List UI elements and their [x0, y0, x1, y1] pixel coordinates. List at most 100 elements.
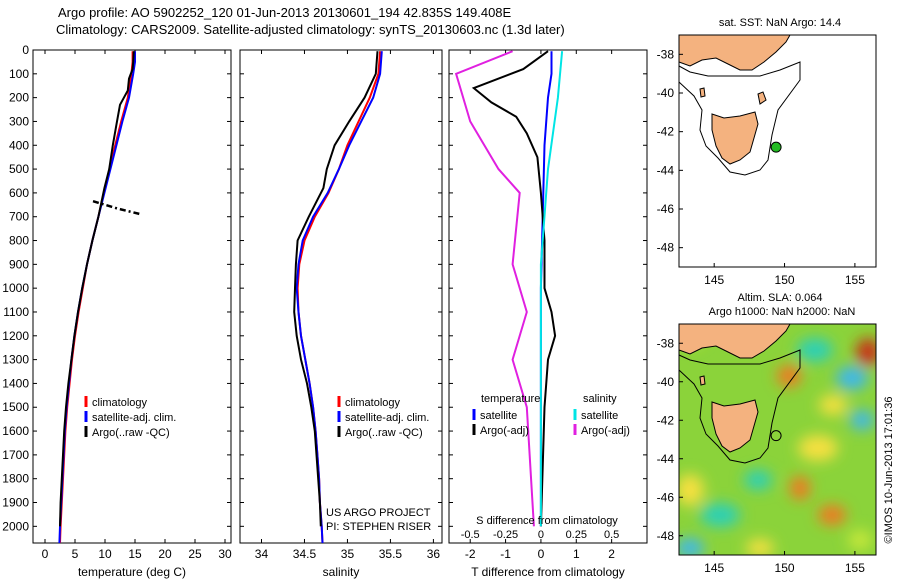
- sst-map-mainland: [678, 34, 791, 71]
- y-tick-label: 500: [9, 162, 29, 176]
- sst-map-depth-contour: [678, 61, 801, 176]
- sla-map-subtitle: Argo h1000: NaN h2000: NaN: [709, 306, 856, 318]
- y-tick-label: 900: [9, 257, 29, 271]
- y-tick-label: 1400: [2, 376, 29, 390]
- x-tick-label: 0: [42, 547, 49, 561]
- map-y-tick-label: -48: [657, 529, 675, 543]
- series-line-argo: [293, 51, 379, 527]
- y-tick-label: 1900: [2, 496, 29, 510]
- y-tick-label: 400: [9, 138, 29, 152]
- legend-label: Argo(-adj): [480, 425, 529, 437]
- s-diff-tick-label: 0.25: [566, 529, 587, 541]
- sst-map-king-island: [699, 87, 706, 98]
- x-tick-label: 34.5: [293, 547, 317, 561]
- x-tick-label: 10: [98, 547, 112, 561]
- sst-map-panel: 145 150 155 -38 -40 -42 -44 -46 -48: [657, 34, 877, 287]
- sst-map-title: sat. SST: NaN Argo: 14.4: [719, 17, 841, 29]
- s-diff-tick-label: -0.25: [493, 529, 518, 541]
- project-annotation: US ARGO PROJECT: [326, 507, 431, 519]
- plot-frame: [32, 49, 232, 544]
- y-tick-label: 100: [9, 67, 29, 81]
- map-y-tick-label: -38: [657, 336, 675, 350]
- y-tick-label: 1000: [2, 281, 29, 295]
- sla-blob: [836, 366, 868, 390]
- sla-blob: [700, 503, 740, 527]
- sla-blob: [850, 410, 874, 430]
- sla-map-depth-contour: [678, 349, 801, 464]
- x-tick-label: 35: [341, 547, 355, 561]
- x-tick-label: 35.5: [379, 547, 403, 561]
- sla-blob: [744, 470, 772, 490]
- sst-map-flinders-island: [757, 91, 767, 105]
- y-tick-label: 1300: [2, 353, 29, 367]
- map-y-tick-label: -48: [657, 241, 675, 255]
- y-tick-label: 1100: [3, 305, 29, 319]
- legend-label: satellite-adj. clim.: [345, 412, 429, 424]
- argo-float-marker-sla: [770, 430, 782, 442]
- map-y-tick-label: -44: [657, 452, 675, 466]
- series-line-s-argo: [454, 50, 535, 527]
- argo-float-marker-sst: [770, 141, 782, 153]
- map-y-tick-label: -46: [657, 202, 675, 216]
- map-x-tick-label: 150: [775, 561, 795, 575]
- sla-blob: [798, 435, 838, 461]
- salinity-panel: 34 34.5 35 35.5 36 salinity climatology satelli…: [239, 49, 443, 579]
- s-diff-axis-label: S difference from climatology: [476, 515, 618, 527]
- x-tick-label: -2: [465, 547, 476, 561]
- legend-label: satellite: [480, 410, 517, 422]
- sla-blob: [679, 538, 704, 555]
- map-y-tick-label: -40: [657, 375, 675, 389]
- sla-map-axes: 145 150 155 -38 -40 -42 -44 -46 -48: [657, 336, 866, 575]
- y-tick-label: 200: [9, 91, 29, 105]
- x-axis-label: T difference from climatology: [471, 565, 625, 579]
- plot-frame: [448, 49, 648, 544]
- sla-map-king-island: [699, 375, 706, 386]
- sla-blob: [848, 530, 872, 550]
- y-tick-label: 1700: [2, 448, 29, 462]
- x-tick-label: 36: [427, 547, 441, 561]
- map-y-tick-label: -42: [657, 125, 675, 139]
- map-y-tick-label: -38: [657, 47, 675, 61]
- legend-label: satellite: [581, 410, 618, 422]
- sla-anomaly-field: [679, 325, 876, 555]
- legend-label: Argo(..raw -QC): [345, 427, 423, 439]
- temperature-panel: 0 5 10 15 20 25 300100200300400500600700800900…: [2, 43, 232, 579]
- x-axis-label: salinity: [323, 565, 360, 579]
- x-axis-label: temperature (deg C): [78, 565, 186, 579]
- map-y-tick-label: -42: [657, 413, 675, 427]
- y-tick-label: 0: [22, 43, 29, 57]
- sla-blob: [856, 338, 876, 366]
- map-y-tick-label: -40: [657, 86, 675, 100]
- sla-blob: [746, 539, 774, 555]
- y-tick-label: 1200: [2, 329, 29, 343]
- legend-label: Argo(-adj): [581, 425, 630, 437]
- sla-blob: [777, 365, 801, 387]
- plot-frame: [239, 49, 443, 544]
- map-x-tick-label: 145: [704, 561, 724, 575]
- map-y-tick-label: -46: [657, 490, 675, 504]
- sla-map-mainland: [678, 323, 791, 359]
- x-tick-label: 25: [188, 547, 202, 561]
- sla-blob: [819, 395, 847, 415]
- title-line-1: Argo profile: AO 5902252_120 01-Jun-2013…: [58, 5, 512, 20]
- s-diff-tick-label: -0.5: [461, 529, 480, 541]
- series-line-s-satellite: [539, 51, 564, 527]
- x-tick-label: 1: [573, 547, 580, 561]
- map-x-tick-label: 145: [704, 273, 724, 287]
- x-tick-label: -1: [500, 547, 511, 561]
- x-tick-label: 5: [72, 547, 79, 561]
- sla-blob: [790, 476, 810, 500]
- legend-title-salinity: salinity: [583, 393, 617, 405]
- sla-map-tasmania: [711, 399, 759, 453]
- map-x-tick-label: 155: [845, 561, 865, 575]
- sla-map-frame: [678, 323, 877, 556]
- y-tick-label: 1800: [2, 472, 29, 486]
- s-diff-tick-label: 0: [538, 529, 544, 541]
- sla-blob: [818, 505, 846, 525]
- x-tick-label: 20: [158, 547, 172, 561]
- sst-map-tasmania: [711, 111, 759, 165]
- sla-map-panel: 145 150 155 -38 -40 -42 -44 -46 -48: [657, 323, 877, 575]
- imos-watermark: ©IMOS 10-Jun-2013 17:01:36: [883, 397, 895, 544]
- x-tick-label: 34: [255, 547, 269, 561]
